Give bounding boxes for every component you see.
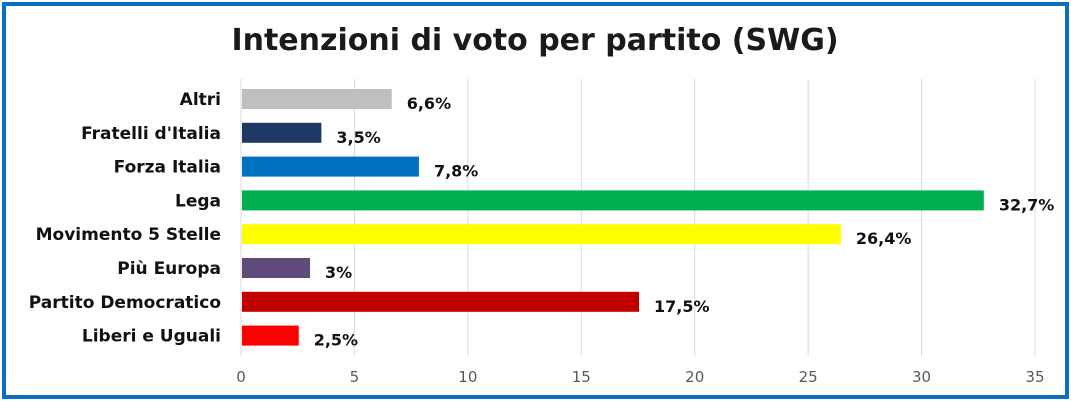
- data-label: 3,5%: [336, 128, 380, 147]
- data-label: 17,5%: [654, 297, 710, 316]
- data-label: 6,6%: [407, 94, 451, 113]
- bar: [242, 258, 311, 278]
- category-label: Forza Italia: [114, 158, 221, 178]
- category-label: Movimento 5 Stelle: [36, 225, 221, 245]
- gridlines: [240, 79, 1036, 356]
- x-tick-label: 0: [236, 368, 246, 386]
- category-labels: Altri Fratelli d'Italia Forza Italia Lega Mo…: [29, 90, 221, 347]
- category-label: Liberi e Uguali: [82, 327, 221, 347]
- data-label: 26,4%: [856, 229, 912, 248]
- category-label: Partito Democratico: [29, 293, 221, 313]
- category-label: Più Europa: [117, 259, 221, 279]
- data-label: 3%: [325, 263, 352, 282]
- bar: [242, 325, 299, 346]
- bar-chart: Intenzioni di voto per partito (SWG) Alt…: [29, 23, 1055, 386]
- data-labels: 6,6% 3,5% 7,8% 32,7% 26,4% 3% 17,5% 2,5%: [314, 94, 1055, 350]
- bar: [242, 89, 392, 109]
- data-label: 2,5%: [314, 331, 358, 350]
- x-tick-label: 25: [799, 368, 818, 386]
- bar: [242, 291, 639, 312]
- x-tick-label: 35: [1025, 368, 1044, 386]
- x-tick-label: 10: [458, 368, 477, 386]
- chart-title: Intenzioni di voto per partito (SWG): [231, 23, 838, 58]
- category-label: Fratelli d'Italia: [81, 124, 221, 144]
- bar: [242, 156, 419, 177]
- data-label: 7,8%: [434, 162, 478, 181]
- data-label: 32,7%: [999, 195, 1055, 214]
- bar: [242, 190, 984, 211]
- bars: [242, 89, 984, 346]
- x-tick-label: 5: [350, 368, 360, 386]
- category-label: Altri: [180, 90, 221, 110]
- x-axis-ticks: 0 5 10 15 20 25 30 35: [236, 368, 1044, 386]
- x-tick-label: 30: [912, 368, 931, 386]
- bar: [242, 122, 322, 143]
- bar: [242, 224, 841, 245]
- x-tick-label: 20: [685, 368, 704, 386]
- category-label: Lega: [175, 191, 221, 211]
- x-tick-label: 15: [572, 368, 591, 386]
